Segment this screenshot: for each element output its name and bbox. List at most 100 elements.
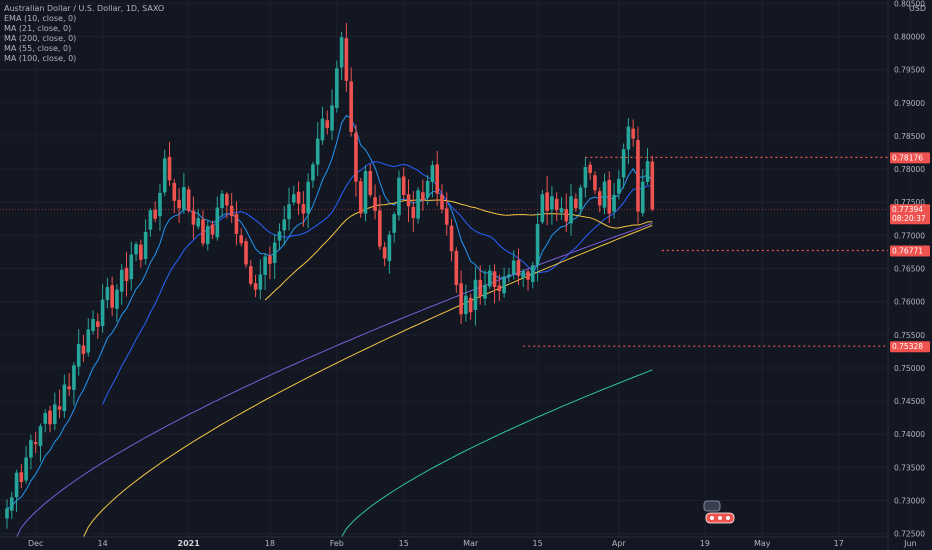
candle-body <box>502 276 506 294</box>
candle-body <box>521 271 526 278</box>
candle-body <box>535 224 540 266</box>
candle-body <box>621 149 626 178</box>
candle-body <box>14 472 19 498</box>
candle-body <box>464 295 468 315</box>
candle-body <box>119 269 124 292</box>
legend-ma100[interactable]: MA (100, close, 0) <box>4 54 77 63</box>
candle-body <box>57 406 62 410</box>
candle-body <box>124 267 129 282</box>
legend-title: Australian Dollar / U.S. Dollar, 1D, SAX… <box>4 4 165 13</box>
candle-body <box>205 226 210 245</box>
x-tick-label: May <box>754 539 771 548</box>
candle-body <box>153 209 157 219</box>
y-tick-label: 0.80500 <box>894 0 925 8</box>
candle-body <box>373 197 377 211</box>
candle-body <box>421 192 425 201</box>
candle-body <box>115 289 119 309</box>
candle-body <box>186 189 191 211</box>
candle-body <box>387 234 392 262</box>
y-tick-label: 0.74000 <box>894 430 925 439</box>
candle-body <box>43 413 48 424</box>
level-low-tag: 0.75328 <box>890 341 930 353</box>
candle-body <box>191 210 196 225</box>
candle-body <box>612 194 616 212</box>
ma-21-line <box>102 161 653 405</box>
support-resistance-levels <box>0 156 888 347</box>
candle-body <box>100 299 105 327</box>
event-badge-icon[interactable] <box>700 500 738 526</box>
candles <box>5 22 655 529</box>
candle-body <box>239 235 244 244</box>
candle-body <box>454 250 459 286</box>
candle-body <box>487 270 492 287</box>
candle-body <box>196 218 200 227</box>
level-mid-tag-bg <box>890 245 930 257</box>
candle-body <box>81 345 86 355</box>
current-price-tag-text: 0.77394 <box>892 205 923 214</box>
level-high-tag-bg <box>890 152 930 164</box>
level-high-tag-text: 0.78176 <box>892 153 923 162</box>
candle-body <box>559 208 564 213</box>
candle-body <box>9 497 14 511</box>
candle-body <box>349 81 353 132</box>
level-mid-tag: 0.76771 <box>890 245 930 257</box>
candle-body <box>210 224 215 235</box>
candle-body <box>182 186 186 210</box>
candle-body <box>292 194 296 203</box>
candle-body <box>177 199 181 209</box>
legend-ma200[interactable]: MA (200, close, 0) <box>4 34 77 43</box>
candle-body <box>19 472 24 482</box>
level-low-tag-bg <box>890 341 930 353</box>
level-mid-tag-text: 0.76771 <box>892 247 923 256</box>
candle-body <box>578 187 583 210</box>
current-price-tag-text: 08:20:37 <box>892 214 926 223</box>
candle-body <box>406 194 411 207</box>
candle-body <box>473 279 478 311</box>
candle-body <box>268 255 272 264</box>
candle-body <box>478 280 483 297</box>
candle-body <box>645 161 650 182</box>
y-tick-label: 0.77000 <box>894 231 925 240</box>
candle-body <box>263 256 267 275</box>
candle-body <box>139 244 143 260</box>
candle-body <box>492 271 497 288</box>
legend-ema10[interactable]: EMA (10, close, 0) <box>4 14 77 23</box>
x-tick-label: Apr <box>612 539 627 548</box>
candle-body <box>569 196 573 224</box>
candle-body <box>607 179 612 214</box>
ma-55-tail <box>83 224 653 538</box>
candle-body <box>201 219 205 244</box>
y-tick-label: 0.75000 <box>894 364 925 373</box>
candle-body <box>76 344 81 367</box>
candle-body <box>507 274 511 277</box>
ema-10-line <box>6 114 653 509</box>
y-tick-label: 0.75500 <box>894 331 925 340</box>
candle-body <box>134 243 138 255</box>
candle-body <box>296 191 301 204</box>
x-tick-label: Jun <box>903 539 917 548</box>
candle-body <box>220 193 224 209</box>
candle-body <box>363 171 368 214</box>
candle-body <box>617 179 621 194</box>
candle-body <box>602 181 607 208</box>
legend-ma55[interactable]: MA (55, close, 0) <box>4 44 72 53</box>
x-tick-label: 14 <box>98 539 108 548</box>
legend-ma21[interactable]: MA (21, close, 0) <box>4 24 72 33</box>
ma-55-line <box>264 199 653 301</box>
candle-body <box>640 181 645 214</box>
x-tick-label: 2021 <box>178 539 201 548</box>
candle-body <box>287 204 291 220</box>
x-tick-label: 19 <box>700 539 710 548</box>
x-tick-label: 15 <box>399 539 409 548</box>
candle-body <box>378 210 382 247</box>
y-tick-label: 0.79500 <box>894 66 925 75</box>
y-tick-label: 0.73500 <box>894 463 925 472</box>
candle-body <box>158 192 162 217</box>
candle-body <box>650 161 655 210</box>
y-tick-label: 0.78000 <box>894 165 925 174</box>
candle-body <box>339 37 344 68</box>
candle-body <box>167 156 172 181</box>
